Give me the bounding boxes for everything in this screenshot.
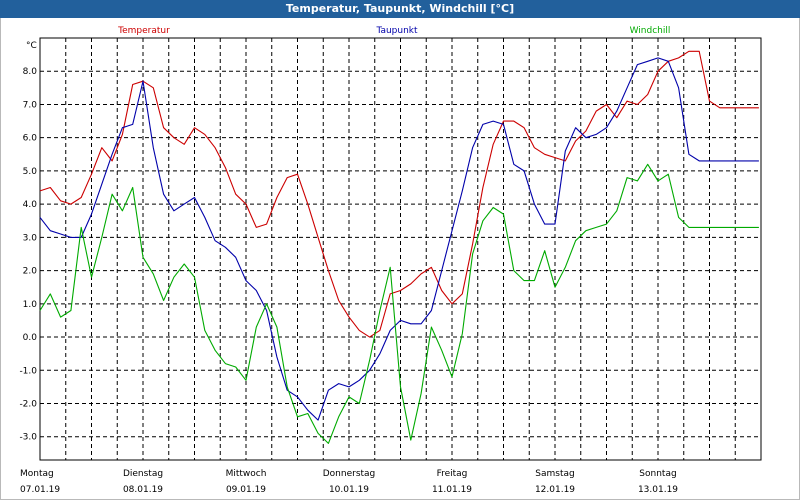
legend-item-taupunkt: Taupunkt — [375, 26, 418, 36]
series-line-windchill — [39, 163, 759, 444]
y-axis-unit: °C — [26, 41, 37, 51]
x-tick-date: 11.01.19 — [432, 485, 472, 495]
plot-area-border — [39, 37, 762, 461]
x-tick-day: Donnerstag — [323, 469, 376, 479]
x-tick-day: Sonntag — [639, 469, 676, 479]
x-tick-date: 08.01.19 — [123, 485, 163, 495]
y-tick-label: 5.0 — [23, 167, 38, 177]
legend-item-temperatur: Temperatur — [117, 26, 170, 36]
x-tick-date: 09.01.19 — [226, 485, 266, 495]
y-tick-label: 3.0 — [23, 233, 38, 243]
y-axis: 8.0 7.0 6.0 5.0 4.0 3.0 2.0 1.0 0.0 -1.0 -2.0 -3.0 — [19, 67, 37, 443]
x-tick-date: 12.01.19 — [535, 485, 575, 495]
series-line-taupunkt — [39, 57, 759, 421]
x-tick-day: Dienstag — [123, 469, 163, 479]
y-tick-label: 6.0 — [23, 134, 38, 144]
legend-item-windchill: Windchill — [630, 26, 671, 36]
series-line-temperatur — [39, 50, 759, 338]
y-tick-label: 8.0 — [23, 67, 38, 77]
y-tick-label: 4.0 — [23, 200, 38, 210]
y-tick-label: 1.0 — [23, 300, 38, 310]
legend: Temperatur Taupunkt Windchill — [117, 26, 670, 36]
x-tick-day: Mittwoch — [226, 469, 267, 479]
y-tick-label: 0.0 — [23, 333, 38, 343]
x-tick-day: Samstag — [535, 469, 574, 479]
x-axis: Montag 07.01.19 Dienstag 08.01.19 Mittwoch 09… — [20, 469, 678, 495]
x-tick-date: 10.01.19 — [329, 485, 369, 495]
x-tick-day: Freitag — [437, 469, 468, 479]
x-tick-date: 07.01.19 — [20, 485, 60, 495]
y-tick-label: 2.0 — [23, 267, 38, 277]
series-lines — [39, 50, 759, 444]
y-tick-label: -1.0 — [19, 366, 37, 376]
x-tick-date: 13.01.19 — [638, 485, 678, 495]
y-tick-label: -2.0 — [19, 400, 37, 410]
x-tick-day: Montag — [20, 469, 54, 479]
y-tick-label: 7.0 — [23, 100, 38, 110]
grid — [40, 38, 761, 460]
y-tick-label: -3.0 — [19, 433, 37, 443]
chart-title: Temperatur, Taupunkt, Windchill [°C] — [0, 0, 800, 18]
